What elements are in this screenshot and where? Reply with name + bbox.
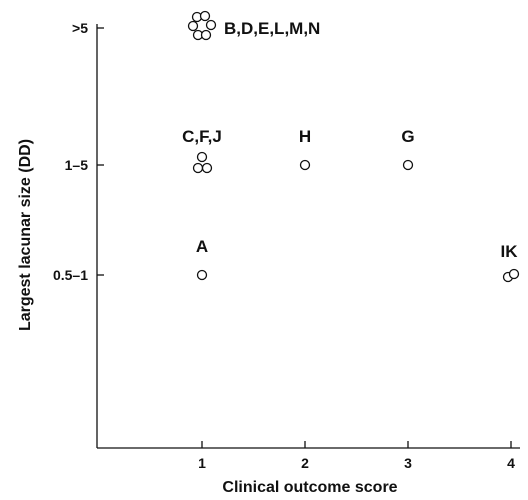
data-point — [187, 20, 199, 32]
y-tick-label: 0.5–1 — [53, 267, 88, 283]
data-point — [192, 162, 204, 174]
point-labels: B,D,E,L,M,N C,F,J H G A IK — [182, 19, 518, 261]
data-point — [205, 19, 217, 31]
point-label: G — [401, 127, 414, 146]
data-point — [199, 10, 211, 22]
data-point — [299, 159, 311, 171]
point-label: A — [196, 237, 208, 256]
data-points — [187, 10, 520, 283]
data-point — [196, 269, 208, 281]
point-label: IK — [501, 242, 519, 261]
data-point — [201, 162, 213, 174]
data-point — [508, 268, 520, 280]
data-point — [402, 159, 414, 171]
y-tick-label: 1–5 — [65, 157, 89, 173]
ticks: 1 2 3 4 0.5–1 1–5 >5 — [53, 20, 515, 471]
point-label: H — [299, 127, 311, 146]
axes — [96, 24, 520, 449]
data-point — [200, 29, 212, 41]
y-axis-title: Largest lacunar size (DD) — [17, 139, 34, 331]
x-tick-label: 1 — [198, 455, 206, 471]
x-tick-label: 4 — [507, 455, 515, 471]
x-tick-label: 3 — [404, 455, 412, 471]
data-point — [196, 151, 208, 163]
y-tick-label: >5 — [72, 20, 88, 36]
x-tick-label: 2 — [301, 455, 309, 471]
point-label: B,D,E,L,M,N — [224, 19, 320, 38]
point-label: C,F,J — [182, 127, 222, 146]
x-axis-title: Clinical outcome score — [222, 479, 397, 496]
